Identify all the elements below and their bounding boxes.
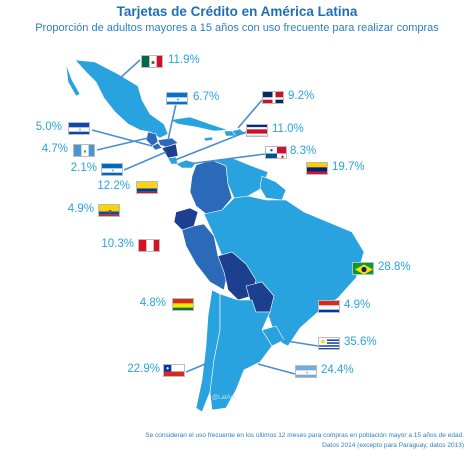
flag-mexico — [141, 55, 163, 68]
map-title: Tarjetas de Crédito en América Latina — [116, 4, 358, 19]
callout-line-uruguay — [279, 339, 319, 347]
value-label-peru: 10.3% — [101, 238, 134, 250]
country-shape-venezuela — [211, 157, 269, 199]
value-label-argentina: 24.4% — [321, 364, 354, 376]
callout-line-costarica — [174, 131, 247, 161]
country-shape-mexico — [65, 59, 169, 139]
footnote-line-1: Se consideran el uso frecuente en los úl… — [145, 432, 464, 439]
value-label-salvador: 5.0% — [35, 121, 62, 133]
callout-line-chile — [185, 361, 211, 373]
flag-salvador — [68, 122, 90, 135]
flag-panama — [265, 146, 287, 159]
island-shape-jamaica — [203, 136, 214, 142]
flag-paraguay — [318, 300, 340, 313]
callout-line-guatemala — [96, 137, 149, 151]
country-shape-argentina — [209, 293, 273, 411]
country-shape-nicaragua — [161, 143, 179, 159]
flag-venezuela — [306, 162, 328, 175]
value-label-bolivia: 4.8% — [139, 297, 166, 309]
value-label-paraguay: 4.9% — [344, 299, 371, 311]
value-label-dominican: 9.2% — [288, 90, 315, 102]
value-label-nicaragua: 2.1% — [70, 162, 97, 174]
value-label-mexico: 11.9% — [168, 54, 200, 66]
flag-peru — [138, 239, 160, 252]
value-label-honduras: 6.7% — [193, 91, 220, 103]
flag-nicaragua — [101, 163, 123, 176]
callout-line-argentina — [257, 363, 296, 375]
flag-bolivia — [172, 298, 194, 311]
value-label-colombia: 12.2% — [97, 180, 130, 192]
callout-line-dominican — [237, 99, 263, 129]
callout-line-salvador — [91, 129, 153, 147]
flag-argentina — [295, 365, 317, 378]
flag-guatemala — [73, 144, 95, 157]
value-label-ecuador: 4.9% — [67, 203, 94, 215]
callout-line-panama — [187, 153, 266, 165]
island-shape-cuba — [169, 116, 229, 132]
flag-ecuador — [98, 204, 120, 217]
value-label-panama: 8.3% — [290, 145, 317, 157]
flag-chile — [163, 364, 185, 377]
flag-uruguay — [318, 337, 340, 350]
map-subtitle: Proporción de adultos mayores a 15 años … — [35, 22, 439, 34]
callout-line-nicaragua — [123, 151, 167, 171]
country-shape-panama — [175, 159, 197, 169]
value-label-venezuela: 19.7% — [332, 161, 365, 173]
callout-lines — [91, 59, 319, 375]
flag-brazil — [352, 262, 374, 275]
country-shape-costarica — [167, 156, 179, 165]
region-shape-guianas — [259, 175, 287, 201]
value-label-costarica: 11.0% — [272, 123, 304, 135]
brand-watermark: @LatAm — [212, 395, 236, 401]
value-label-brazil: 28.8% — [378, 261, 411, 273]
callout-line-mexico — [117, 59, 141, 81]
flag-colombia — [136, 181, 158, 194]
callout-line-honduras — [167, 103, 177, 141]
value-label-uruguay: 35.6% — [344, 336, 377, 348]
flag-dominican — [262, 91, 284, 104]
value-label-guatemala: 4.7% — [41, 143, 68, 155]
value-label-chile: 22.9% — [127, 363, 160, 375]
flag-costarica — [246, 124, 268, 137]
flag-honduras — [166, 92, 188, 105]
footnote-line-2: Datos 2014 (excepto para Paraguay, datos… — [322, 442, 464, 449]
